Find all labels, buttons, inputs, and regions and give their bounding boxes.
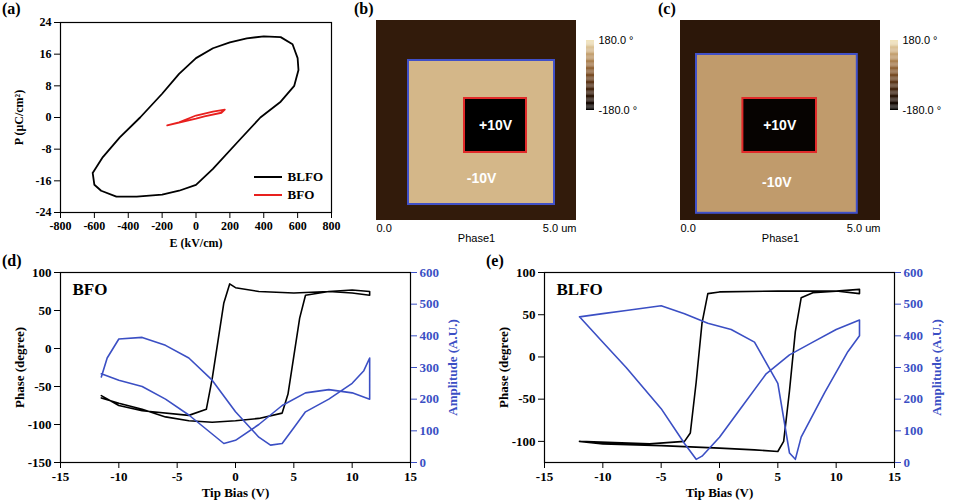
- svg-text:Tip Bias (V): Tip Bias (V): [202, 485, 270, 500]
- svg-text:+10V: +10V: [763, 117, 797, 133]
- svg-text:0: 0: [193, 219, 199, 233]
- svg-text:Phase1: Phase1: [458, 232, 495, 244]
- svg-text:-200: -200: [151, 219, 173, 233]
- svg-text:-800: -800: [50, 219, 72, 233]
- svg-text:100: 100: [32, 265, 52, 280]
- svg-text:100: 100: [516, 265, 536, 280]
- svg-text:600: 600: [420, 265, 440, 280]
- svg-text:300: 300: [420, 360, 440, 375]
- svg-text:0: 0: [529, 349, 536, 364]
- svg-text:-10V: -10V: [762, 174, 792, 190]
- svg-text:-15: -15: [52, 469, 70, 484]
- svg-text:0: 0: [904, 455, 911, 470]
- svg-text:Phase1: Phase1: [762, 232, 799, 244]
- svg-text:-10V: -10V: [467, 170, 497, 186]
- html-text:(a): (a): [2, 0, 21, 17]
- html-text:(b): (b): [354, 0, 374, 17]
- svg-text:300: 300: [904, 360, 924, 375]
- svg-text:-50: -50: [518, 391, 535, 406]
- svg-text:400: 400: [255, 219, 273, 233]
- svg-text:10: 10: [830, 469, 843, 484]
- svg-text:24: 24: [40, 15, 52, 29]
- svg-text:-8: -8: [42, 142, 52, 156]
- svg-text:180.0 °: 180.0 °: [599, 34, 634, 46]
- svg-text:BFO: BFO: [73, 280, 108, 299]
- html-text:(d): (d): [2, 252, 22, 269]
- svg-text:-400: -400: [117, 219, 139, 233]
- svg-text:8: 8: [46, 79, 52, 93]
- svg-text:P (μC/cm²): P (μC/cm²): [12, 90, 26, 145]
- svg-text:Amplitude (A.U.): Amplitude (A.U.): [929, 319, 944, 415]
- svg-text:200: 200: [904, 391, 924, 406]
- svg-text:5: 5: [775, 469, 782, 484]
- svg-text:-100: -100: [512, 434, 536, 449]
- svg-text:200: 200: [420, 391, 440, 406]
- svg-text:15: 15: [888, 469, 902, 484]
- svg-text:-16: -16: [36, 174, 52, 188]
- svg-text:Tip Bias (V): Tip Bias (V): [686, 485, 754, 500]
- svg-text:0.0: 0.0: [377, 222, 392, 234]
- svg-text:50: 50: [523, 307, 536, 322]
- svg-text:16: 16: [40, 47, 52, 61]
- svg-text:500: 500: [904, 296, 924, 311]
- svg-text:-5: -5: [656, 469, 667, 484]
- svg-text:0: 0: [232, 469, 239, 484]
- html-text:BFO: BFO: [287, 187, 315, 202]
- svg-text:0: 0: [46, 110, 52, 124]
- svg-text:500: 500: [420, 296, 440, 311]
- svg-text:Phase (degree): Phase (degree): [12, 327, 27, 408]
- svg-text:E (kV/cm): E (kV/cm): [170, 236, 223, 250]
- svg-text:-180.0 °: -180.0 °: [903, 104, 942, 116]
- svg-text:-180.0 °: -180.0 °: [599, 104, 638, 116]
- svg-text:50: 50: [39, 303, 52, 318]
- svg-text:400: 400: [904, 328, 924, 343]
- svg-text:-15: -15: [536, 469, 554, 484]
- html-text:(c): (c): [658, 0, 676, 17]
- svg-text:10: 10: [346, 469, 359, 484]
- svg-text:0: 0: [45, 341, 52, 356]
- svg-text:600: 600: [904, 265, 924, 280]
- svg-text:-10: -10: [110, 469, 127, 484]
- svg-text:-5: -5: [172, 469, 183, 484]
- svg-text:0.0: 0.0: [681, 222, 696, 234]
- svg-text:180.0 °: 180.0 °: [903, 34, 938, 46]
- svg-text:-24: -24: [36, 205, 52, 219]
- svg-text:Amplitude (A.U.): Amplitude (A.U.): [445, 319, 460, 415]
- svg-text:BLFO: BLFO: [557, 280, 603, 299]
- svg-text:Phase (degree): Phase (degree): [496, 327, 511, 408]
- svg-text:5.0 um: 5.0 um: [543, 222, 577, 234]
- svg-text:5.0 um: 5.0 um: [847, 222, 881, 234]
- html-text:(e): (e): [486, 252, 504, 269]
- svg-text:0: 0: [716, 469, 723, 484]
- svg-text:600: 600: [289, 219, 307, 233]
- svg-text:-10: -10: [594, 469, 611, 484]
- html-text:BLFO: BLFO: [287, 169, 323, 184]
- svg-text:200: 200: [221, 219, 239, 233]
- svg-text:400: 400: [420, 328, 440, 343]
- svg-text:15: 15: [404, 469, 418, 484]
- svg-text:+10V: +10V: [479, 117, 513, 133]
- svg-text:0: 0: [420, 455, 427, 470]
- svg-text:-600: -600: [83, 219, 105, 233]
- svg-text:-50: -50: [34, 379, 51, 394]
- svg-text:-100: -100: [28, 417, 52, 432]
- svg-text:-150: -150: [28, 455, 52, 470]
- svg-text:800: 800: [323, 219, 341, 233]
- svg-text:100: 100: [420, 423, 440, 438]
- svg-text:5: 5: [291, 469, 298, 484]
- svg-text:100: 100: [904, 423, 924, 438]
